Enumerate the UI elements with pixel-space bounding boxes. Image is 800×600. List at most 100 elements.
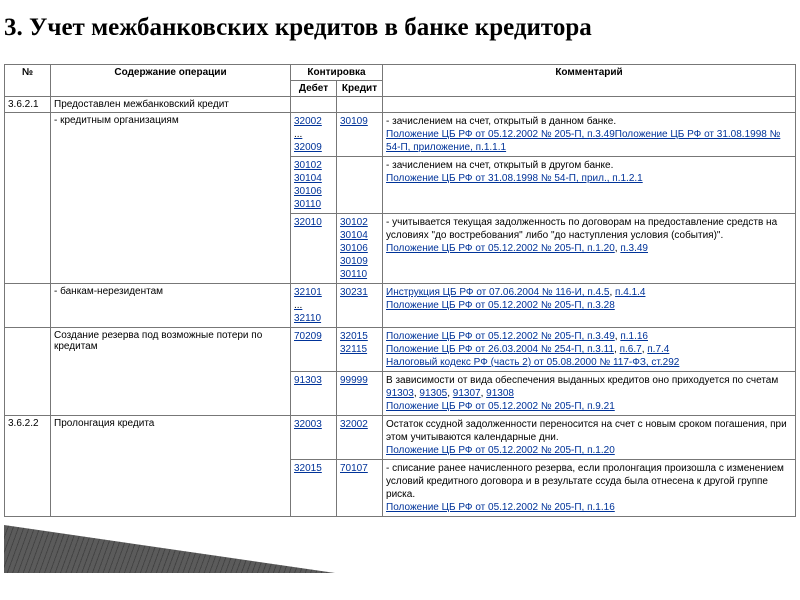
- th-kont: Контировка: [291, 65, 383, 81]
- comment-cell: - зачислением на счет, открытый в другом…: [383, 157, 796, 214]
- th-credit: Кредит: [337, 81, 383, 97]
- account-code-link[interactable]: 30109: [340, 256, 368, 267]
- account-code-link[interactable]: 32010: [294, 217, 322, 228]
- account-codes: [291, 97, 337, 113]
- account-code-link[interactable]: 32009: [294, 142, 322, 153]
- comment-text: Остаток ссудной задолженности переноситс…: [386, 419, 787, 443]
- account-codes: 32002: [337, 416, 383, 460]
- operation-desc: Пролонгация кредита: [51, 416, 291, 517]
- comment-cell: - списание ранее начисленного резерва, е…: [383, 460, 796, 517]
- account-codes: 99999: [337, 372, 383, 416]
- comment-text: - списание ранее начисленного резерва, е…: [386, 463, 784, 500]
- table-row: 3.6.2.2Пролонгация кредита3200332002Оста…: [5, 416, 796, 460]
- account-codes: [337, 157, 383, 214]
- account-code-link[interactable]: 30102: [294, 160, 322, 171]
- operation-desc: - банкам-нерезидентам: [51, 284, 291, 328]
- account-code-link[interactable]: 30106: [294, 186, 322, 197]
- regulation-link[interactable]: 91305: [419, 388, 447, 399]
- account-codes: 30102 30104 30106 30109 30110: [337, 214, 383, 284]
- comment-cell: Инструкция ЦБ РФ от 07.06.2004 № 116-И, …: [383, 284, 796, 328]
- th-debit: Дебет: [291, 81, 337, 97]
- regulation-link[interactable]: п.7.4: [647, 344, 669, 355]
- account-codes: 30102 30104 30106 30110: [291, 157, 337, 214]
- account-code-link[interactable]: 30110: [294, 199, 321, 210]
- account-code-link[interactable]: 32002: [340, 419, 368, 430]
- regulation-link[interactable]: Положение ЦБ РФ от 31.08.1998 № 54-П, пр…: [386, 173, 643, 184]
- regulation-link[interactable]: п.3.49: [620, 243, 648, 254]
- regulation-link[interactable]: Положение ЦБ РФ от 26.03.2004 № 254-П, п…: [386, 344, 614, 355]
- account-codes: 70107: [337, 460, 383, 517]
- account-code-link[interactable]: 32101: [294, 287, 322, 298]
- account-code-link[interactable]: 30109: [340, 116, 368, 127]
- comment-text: В зависимости от вида обеспечения выданн…: [386, 375, 778, 386]
- account-code-link[interactable]: 30231: [340, 287, 368, 298]
- regulation-link[interactable]: Положение ЦБ РФ от 05.12.2002 № 205-П, п…: [386, 331, 615, 342]
- account-code-link[interactable]: 30104: [340, 230, 368, 241]
- account-code-link[interactable]: 91303: [294, 375, 322, 386]
- account-codes: 30109: [337, 113, 383, 157]
- account-codes: [337, 97, 383, 113]
- table-row: Создание резерва под возможные потери по…: [5, 328, 796, 372]
- account-codes: 30231: [337, 284, 383, 328]
- comment-cell: Положение ЦБ РФ от 05.12.2002 № 205-П, п…: [383, 328, 796, 372]
- table-row: - кредитным организациям32002...32009301…: [5, 113, 796, 157]
- row-number: 3.6.2.1: [5, 97, 51, 113]
- th-op: Содержание операции: [51, 65, 291, 97]
- account-code-link[interactable]: 32015: [294, 463, 322, 474]
- table-header: № Содержание операции Контировка Коммент…: [5, 65, 796, 97]
- row-number: 3.6.2.2: [5, 416, 51, 517]
- regulation-link[interactable]: п.4.1.4: [615, 287, 645, 298]
- operation-desc: Предоставлен межбанковский кредит: [51, 97, 291, 113]
- account-code-link[interactable]: 32110: [294, 313, 321, 324]
- account-codes: 70209: [291, 328, 337, 372]
- comment-cell: В зависимости от вида обеспечения выданн…: [383, 372, 796, 416]
- account-code-link[interactable]: 30102: [340, 217, 368, 228]
- account-code-link[interactable]: 70107: [340, 463, 368, 474]
- accounting-table: № Содержание операции Контировка Коммент…: [4, 64, 796, 517]
- regulation-link[interactable]: Положение ЦБ РФ от 05.12.2002 № 205-П, п…: [386, 445, 615, 456]
- operation-desc: - кредитным организациям: [51, 113, 291, 284]
- account-codes: 91303: [291, 372, 337, 416]
- page-title: 3. Учет межбанковских кредитов в банке к…: [4, 14, 796, 42]
- row-number: [5, 328, 51, 416]
- regulation-link[interactable]: Положение ЦБ РФ от 05.12.2002 № 205-П, п…: [386, 502, 615, 513]
- regulation-link[interactable]: 91303: [386, 388, 414, 399]
- comment-text: - зачислением на счет, открытый в данном…: [386, 116, 616, 127]
- comment-cell: - зачислением на счет, открытый в данном…: [383, 113, 796, 157]
- account-codes: 32015: [291, 460, 337, 517]
- account-code-link[interactable]: 32015: [340, 331, 368, 342]
- comment-cell: [383, 97, 796, 113]
- regulation-link[interactable]: п.6.7: [620, 344, 642, 355]
- regulation-link[interactable]: Положение ЦБ РФ от 05.12.2002 № 205-П, п…: [386, 300, 615, 311]
- account-codes: 32002...32009: [291, 113, 337, 157]
- account-code-link[interactable]: 99999: [340, 375, 368, 386]
- operation-desc: Создание резерва под возможные потери по…: [51, 328, 291, 416]
- account-code-link[interactable]: 32003: [294, 419, 322, 430]
- regulation-link[interactable]: 91307: [453, 388, 481, 399]
- account-codes: 32003: [291, 416, 337, 460]
- row-number: [5, 284, 51, 328]
- account-code-link[interactable]: 70209: [294, 331, 322, 342]
- account-codes: 32010: [291, 214, 337, 284]
- regulation-link[interactable]: Положение ЦБ РФ от 05.12.2002 № 205-П, п…: [386, 129, 615, 140]
- table-row: - банкам-нерезидентам32101...3211030231И…: [5, 284, 796, 328]
- account-code-link[interactable]: 30106: [340, 243, 368, 254]
- account-code-link[interactable]: 30104: [294, 173, 322, 184]
- th-num: №: [5, 65, 51, 97]
- slide-decor: [4, 521, 796, 573]
- comment-text: - зачислением на счет, открытый в другом…: [386, 160, 613, 171]
- regulation-link[interactable]: Инструкция ЦБ РФ от 07.06.2004 № 116-И, …: [386, 287, 609, 298]
- regulation-link[interactable]: п.1.16: [620, 331, 648, 342]
- account-code-link[interactable]: 30110: [340, 269, 367, 280]
- th-com: Комментарий: [383, 65, 796, 97]
- regulation-link[interactable]: Положение ЦБ РФ от 05.12.2002 № 205-П, п…: [386, 401, 615, 412]
- table-row: 3.6.2.1Предоставлен межбанковский кредит: [5, 97, 796, 113]
- comment-text: - учитывается текущая задолженность по д…: [386, 217, 777, 241]
- comment-cell: - учитывается текущая задолженность по д…: [383, 214, 796, 284]
- regulation-link[interactable]: 91308: [486, 388, 514, 399]
- account-code-link[interactable]: 32002: [294, 116, 322, 127]
- account-codes: 32015 32115: [337, 328, 383, 372]
- regulation-link[interactable]: Положение ЦБ РФ от 05.12.2002 № 205-П, п…: [386, 243, 615, 254]
- account-code-link[interactable]: 32115: [340, 344, 367, 355]
- regulation-link[interactable]: Налоговый кодекс РФ (часть 2) от 05.08.2…: [386, 357, 679, 368]
